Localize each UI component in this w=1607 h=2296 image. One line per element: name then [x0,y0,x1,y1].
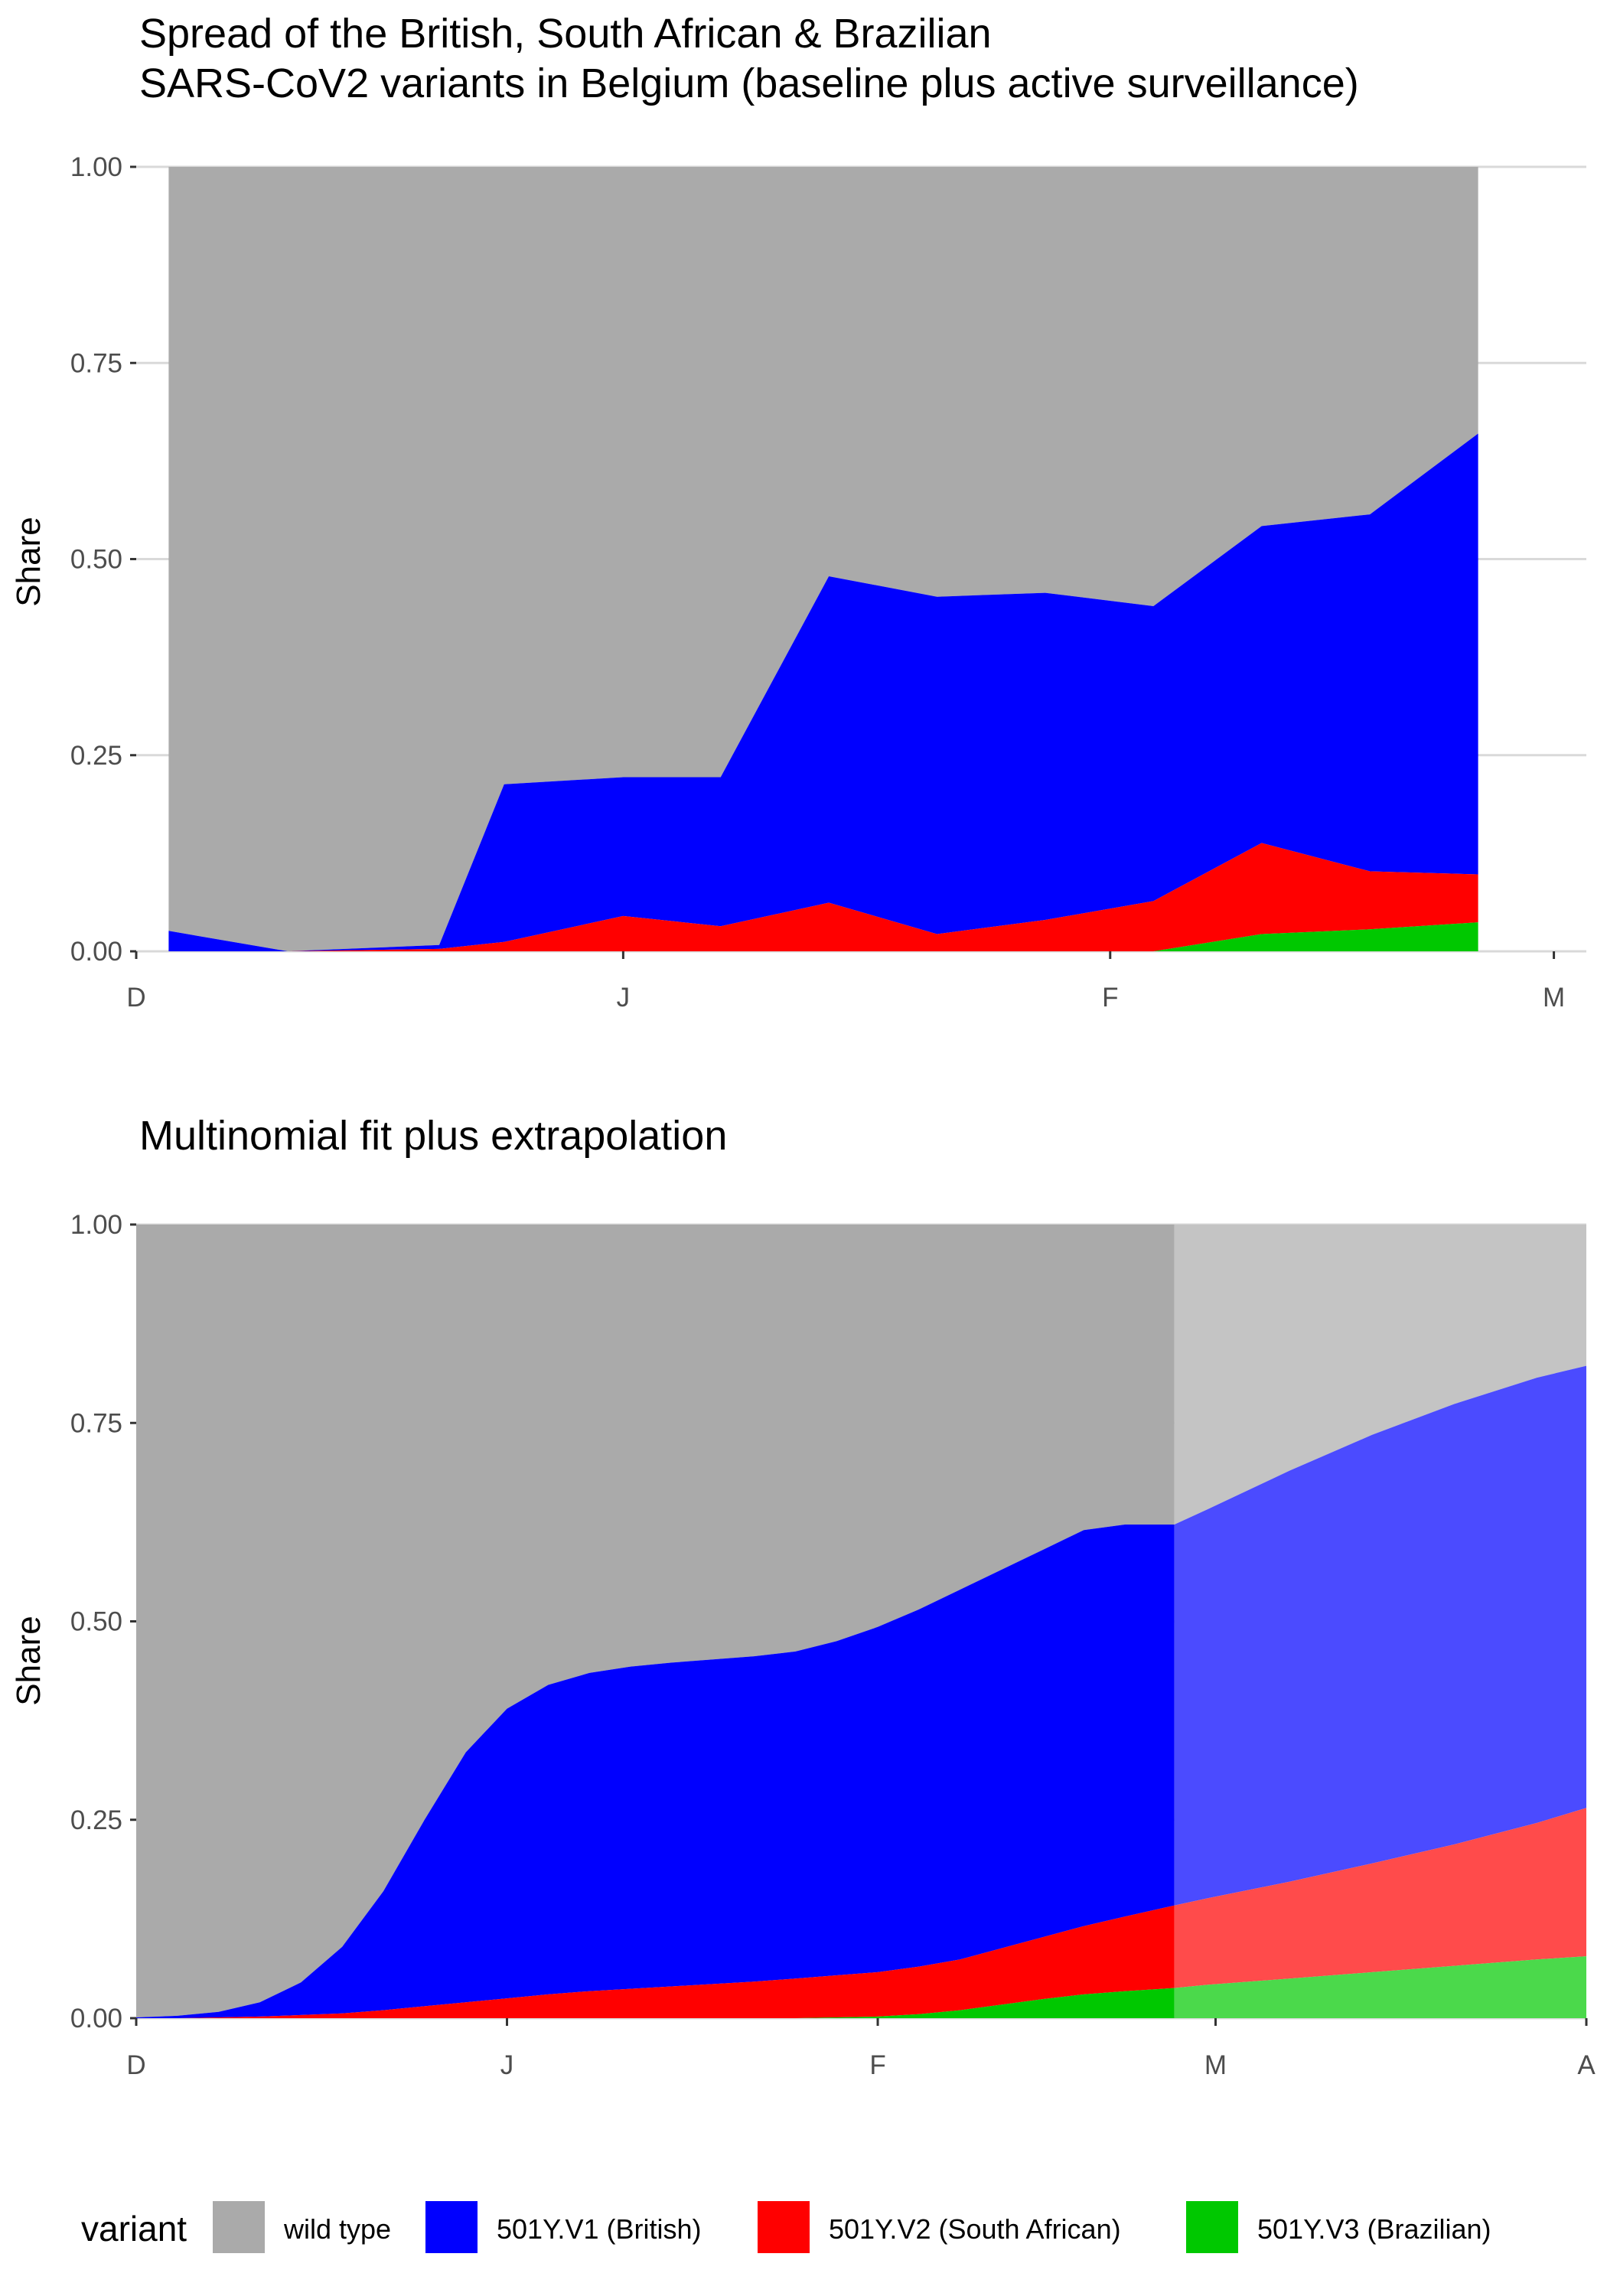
p2-x-tick-label: D [126,2050,145,2080]
p2-area-501y-v3-brazilian-extrapolated [1174,1956,1586,2018]
p1-y-tick-label: 0.50 [70,545,122,575]
panel-multinomial-fit: Multinomial fit plus extrapolation 0.000… [10,1113,1596,2080]
panel-observed: Spread of the British, South African & B… [10,11,1586,1013]
p2-x-tick-label: F [869,2050,885,2080]
panel1-y-ticks: 0.00 0.25 0.50 0.75 1.00 [70,152,136,967]
p1-y-tick-label: 0.75 [70,348,122,378]
p2-y-tick-label: 1.00 [70,1210,122,1240]
p2-area-wild-type [136,1225,1175,2017]
p2-area-501y-v3-brazilian [136,1988,1175,2018]
legend: variant wild type 501Y.V1 (British) 501Y… [81,2201,1491,2253]
legend-label-south-african: 501Y.V2 (South African) [829,2213,1121,2245]
panel2-areas [136,1225,1586,2018]
legend-label-wild-type: wild type [283,2213,391,2245]
panel1-title-line2: SARS-CoV2 variants in Belgium (baseline … [139,60,1359,106]
p1-y-tick-label: 1.00 [70,152,122,182]
panel2-title: Multinomial fit plus extrapolation [139,1113,727,1159]
p1-y-tick-label: 0.00 [70,937,122,967]
p2-y-tick-label: 0.75 [70,1408,122,1438]
p1-x-tick-label: J [617,983,631,1013]
panel1-areas [168,167,1478,951]
p2-area-501y-v1-british-extrapolated [1174,1365,1586,1906]
p2-x-tick-label: J [500,2050,514,2080]
p1-area-501y-v2-south-african [168,843,1478,951]
p2-x-tick-label: A [1577,2050,1596,2080]
p1-x-tick-label: F [1102,983,1118,1013]
panel1-title-line1: Spread of the British, South African & B… [139,11,992,57]
p1-area-501y-v3-brazilian [168,922,1478,951]
p1-x-tick-label: M [1543,983,1565,1013]
panel2-y-ticks: 0.00 0.25 0.50 0.75 1.00 [70,1210,136,2033]
p2-area-501y-v2-south-african-extrapolated [1174,1808,1586,1988]
panel2-y-axis-label: Share [10,1616,47,1705]
legend-swatch-brazilian [1186,2201,1238,2253]
p2-area-501y-v2-south-african [136,1905,1175,2018]
p1-x-tick-label: D [126,983,145,1013]
legend-swatch-british [425,2201,478,2253]
p2-area-wild-type-extrapolated [1174,1225,1586,1525]
legend-swatch-south-african [758,2201,810,2253]
legend-label-brazilian: 501Y.V3 (Brazilian) [1257,2213,1491,2245]
p1-area-wild-type [168,167,1478,951]
legend-swatch-wild-type [213,2201,265,2253]
p2-area-501y-v1-british [136,1525,1175,2018]
legend-label-british: 501Y.V1 (British) [497,2213,701,2245]
panel1-y-axis-label: Share [10,517,47,606]
p1-y-tick-label: 0.25 [70,741,122,771]
p2-x-tick-label: M [1204,2050,1227,2080]
p2-y-tick-label: 0.25 [70,1805,122,1835]
p2-y-tick-label: 0.50 [70,1607,122,1637]
p1-area-501y-v1-british [168,433,1478,951]
legend-title: variant [81,2209,187,2249]
p2-y-tick-label: 0.00 [70,2004,122,2033]
